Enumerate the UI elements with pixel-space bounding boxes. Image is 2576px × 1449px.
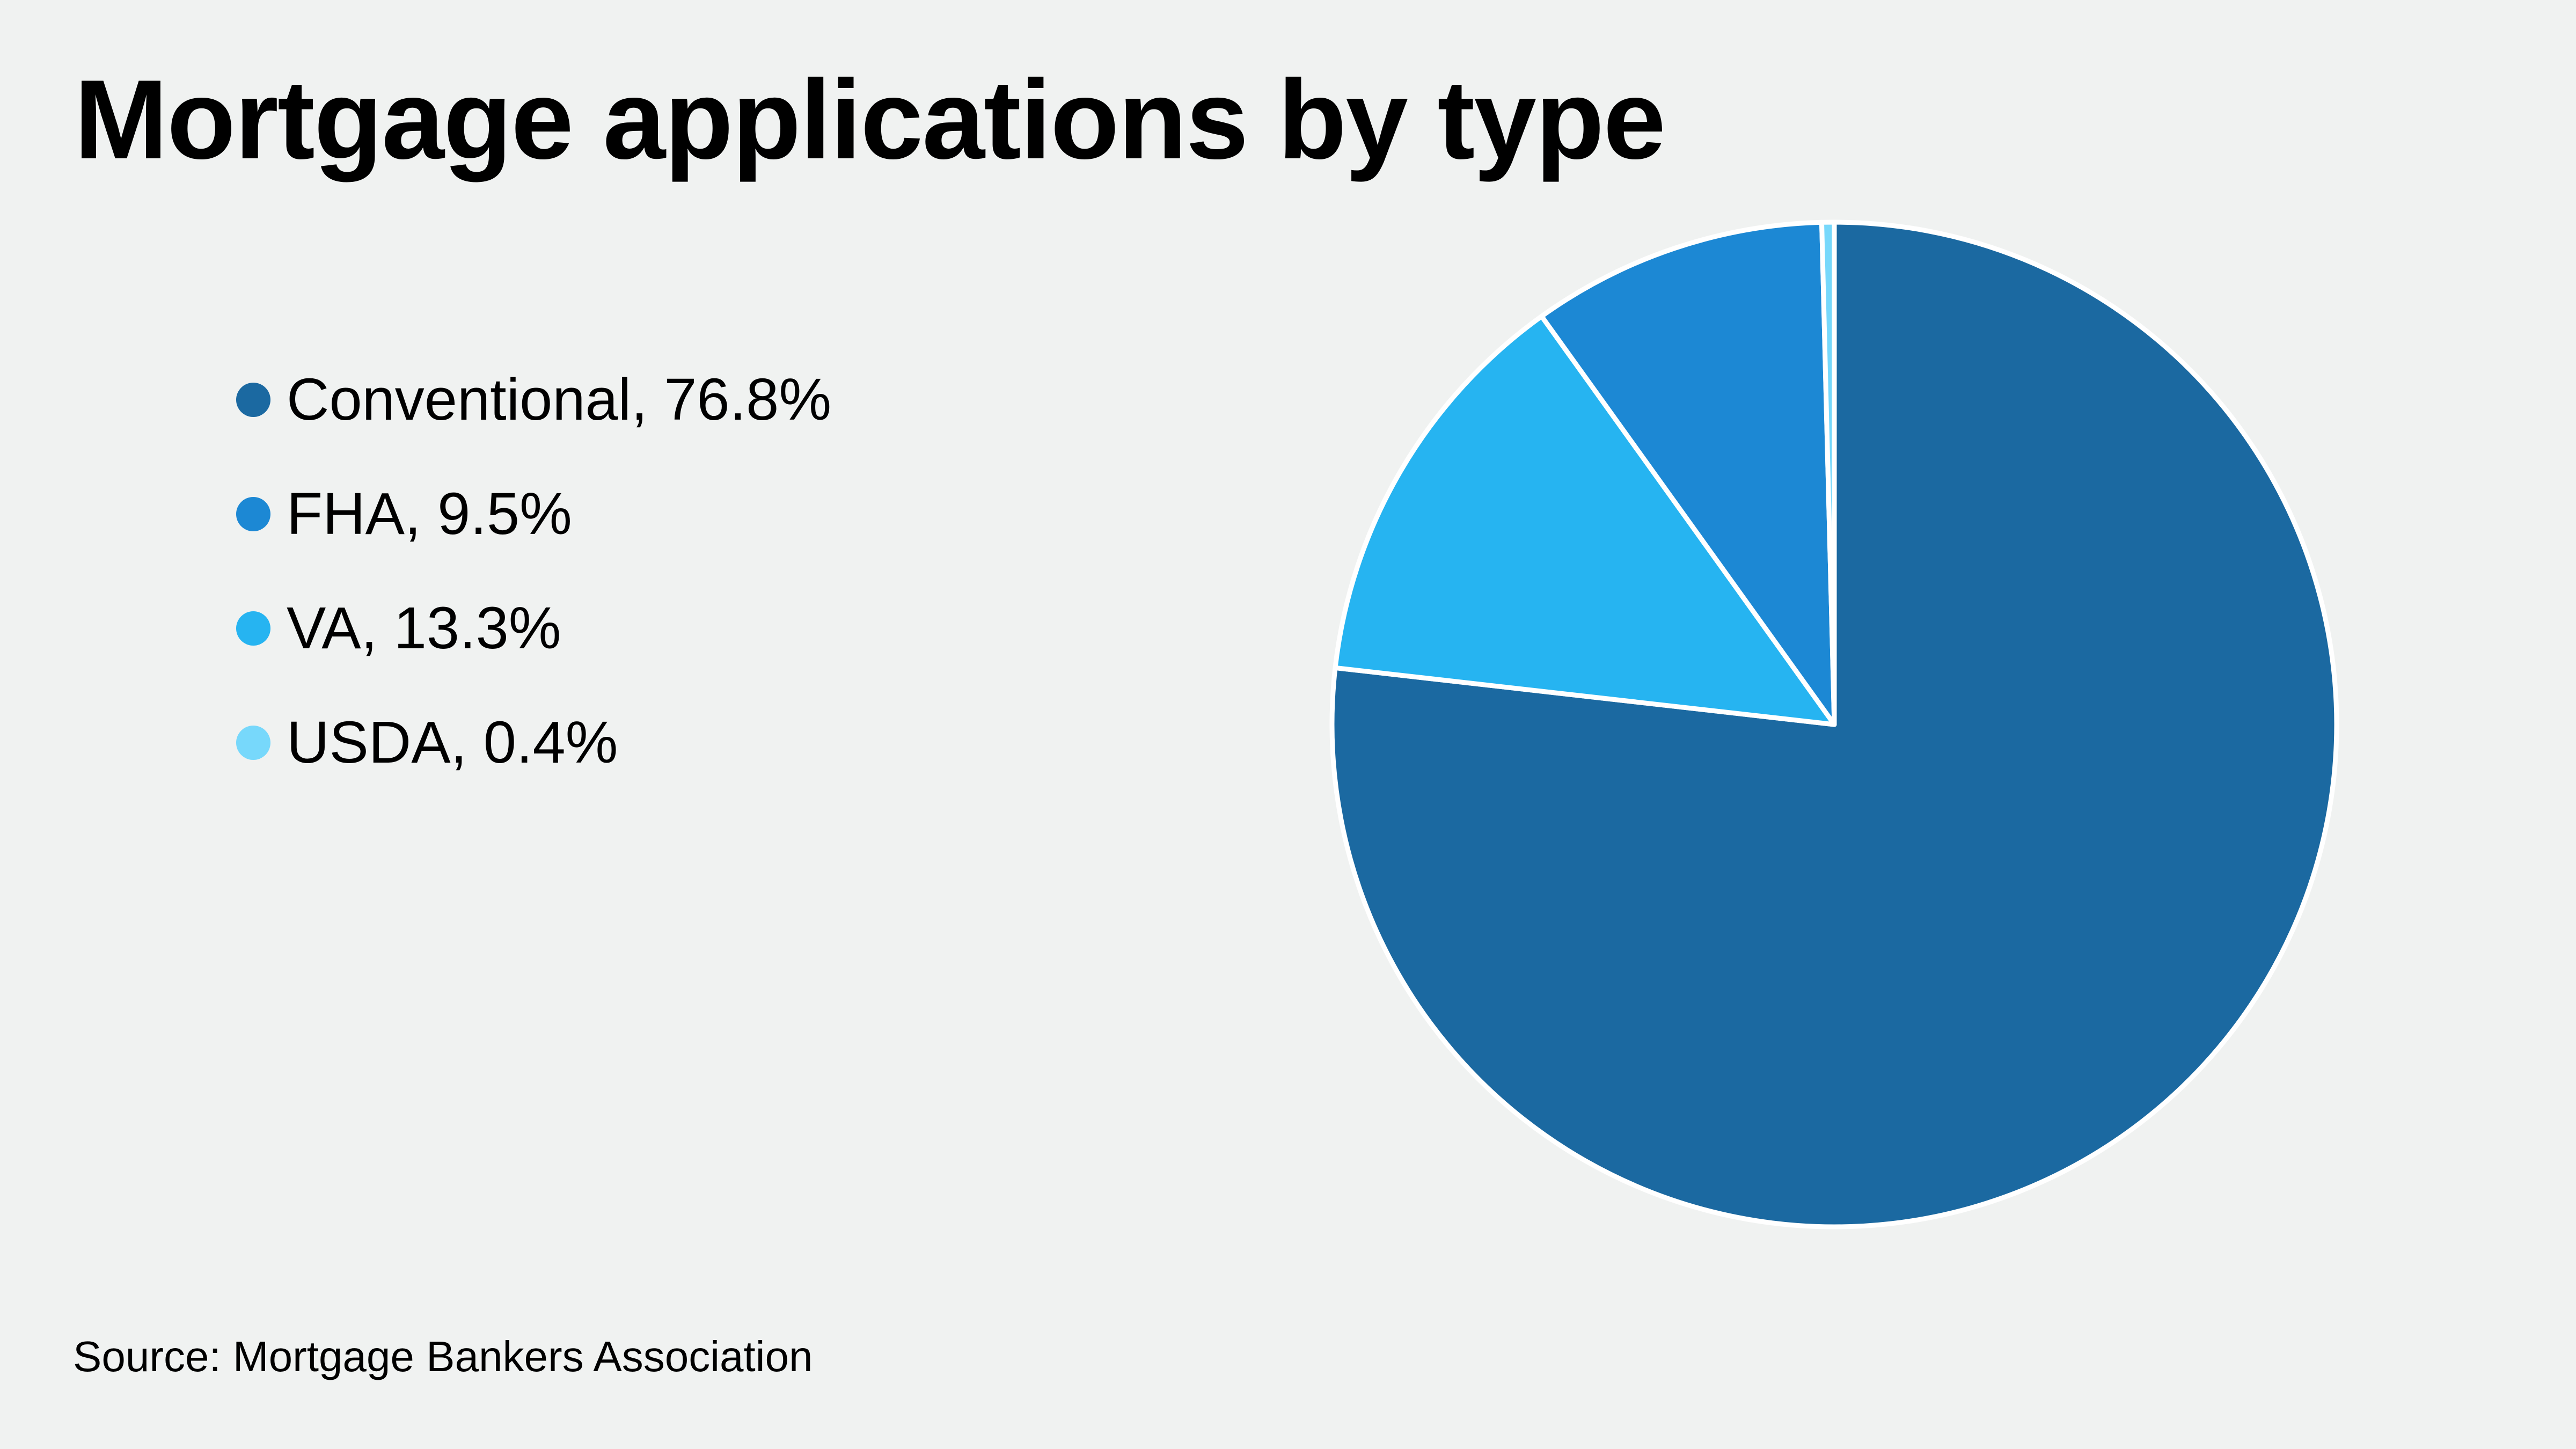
- legend-swatch-conventional: [236, 383, 270, 417]
- source-note: Source: Mortgage Bankers Association: [73, 1333, 813, 1380]
- legend-label-conventional: Conventional, 76.8%: [287, 367, 832, 433]
- legend-item-usda: USDA, 0.4%: [236, 708, 831, 778]
- legend-swatch-fha: [236, 497, 270, 531]
- pie-slice-usda: [1819, 219, 1837, 727]
- legend-label-fha: FHA, 9.5%: [287, 481, 572, 547]
- legend-item-va: VA, 13.3%: [236, 594, 831, 663]
- legend-label-usda: USDA, 0.4%: [287, 709, 618, 775]
- legend-swatch-va: [236, 611, 270, 646]
- pie-slice-va: [1333, 313, 1837, 727]
- legend-swatch-usda: [236, 726, 270, 760]
- chart-title: Mortgage applications by type: [74, 56, 1666, 182]
- legend-item-fha: FHA, 9.5%: [236, 479, 831, 549]
- legend-label-va: VA, 13.3%: [287, 595, 561, 661]
- legend: Conventional, 76.8% FHA, 9.5% VA, 13.3% …: [236, 365, 831, 822]
- pie-slices: [1329, 219, 2339, 1230]
- legend-item-conventional: Conventional, 76.8%: [236, 365, 831, 435]
- pie-slice-fha: [1539, 219, 1837, 727]
